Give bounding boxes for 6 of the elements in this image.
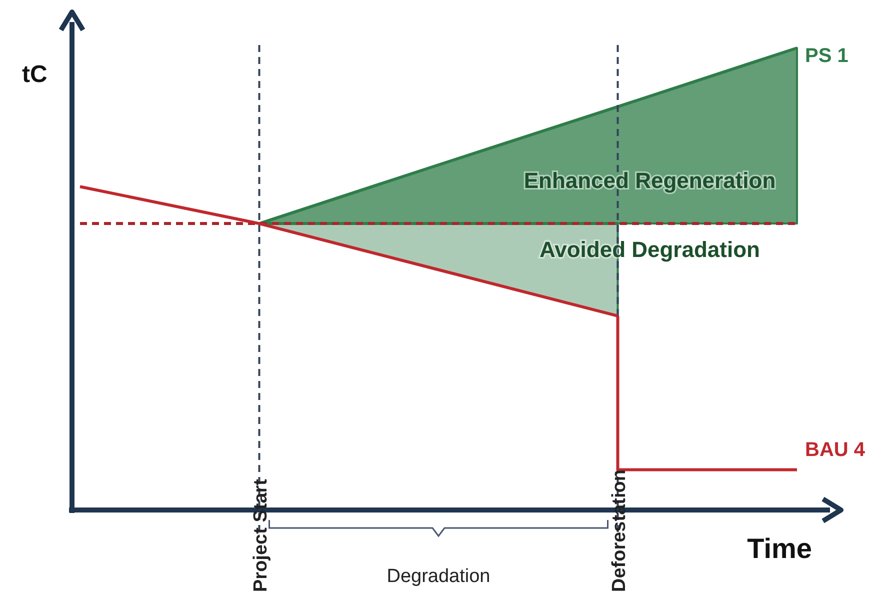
y-axis-title: tC bbox=[22, 61, 48, 88]
series-label: PS 1 bbox=[805, 45, 848, 67]
x-axis-title: Time bbox=[747, 533, 812, 564]
text: Degradation bbox=[386, 566, 490, 587]
annotation: Enhanced Regeneration bbox=[524, 168, 776, 193]
series-label: BAU 4 bbox=[805, 438, 866, 461]
